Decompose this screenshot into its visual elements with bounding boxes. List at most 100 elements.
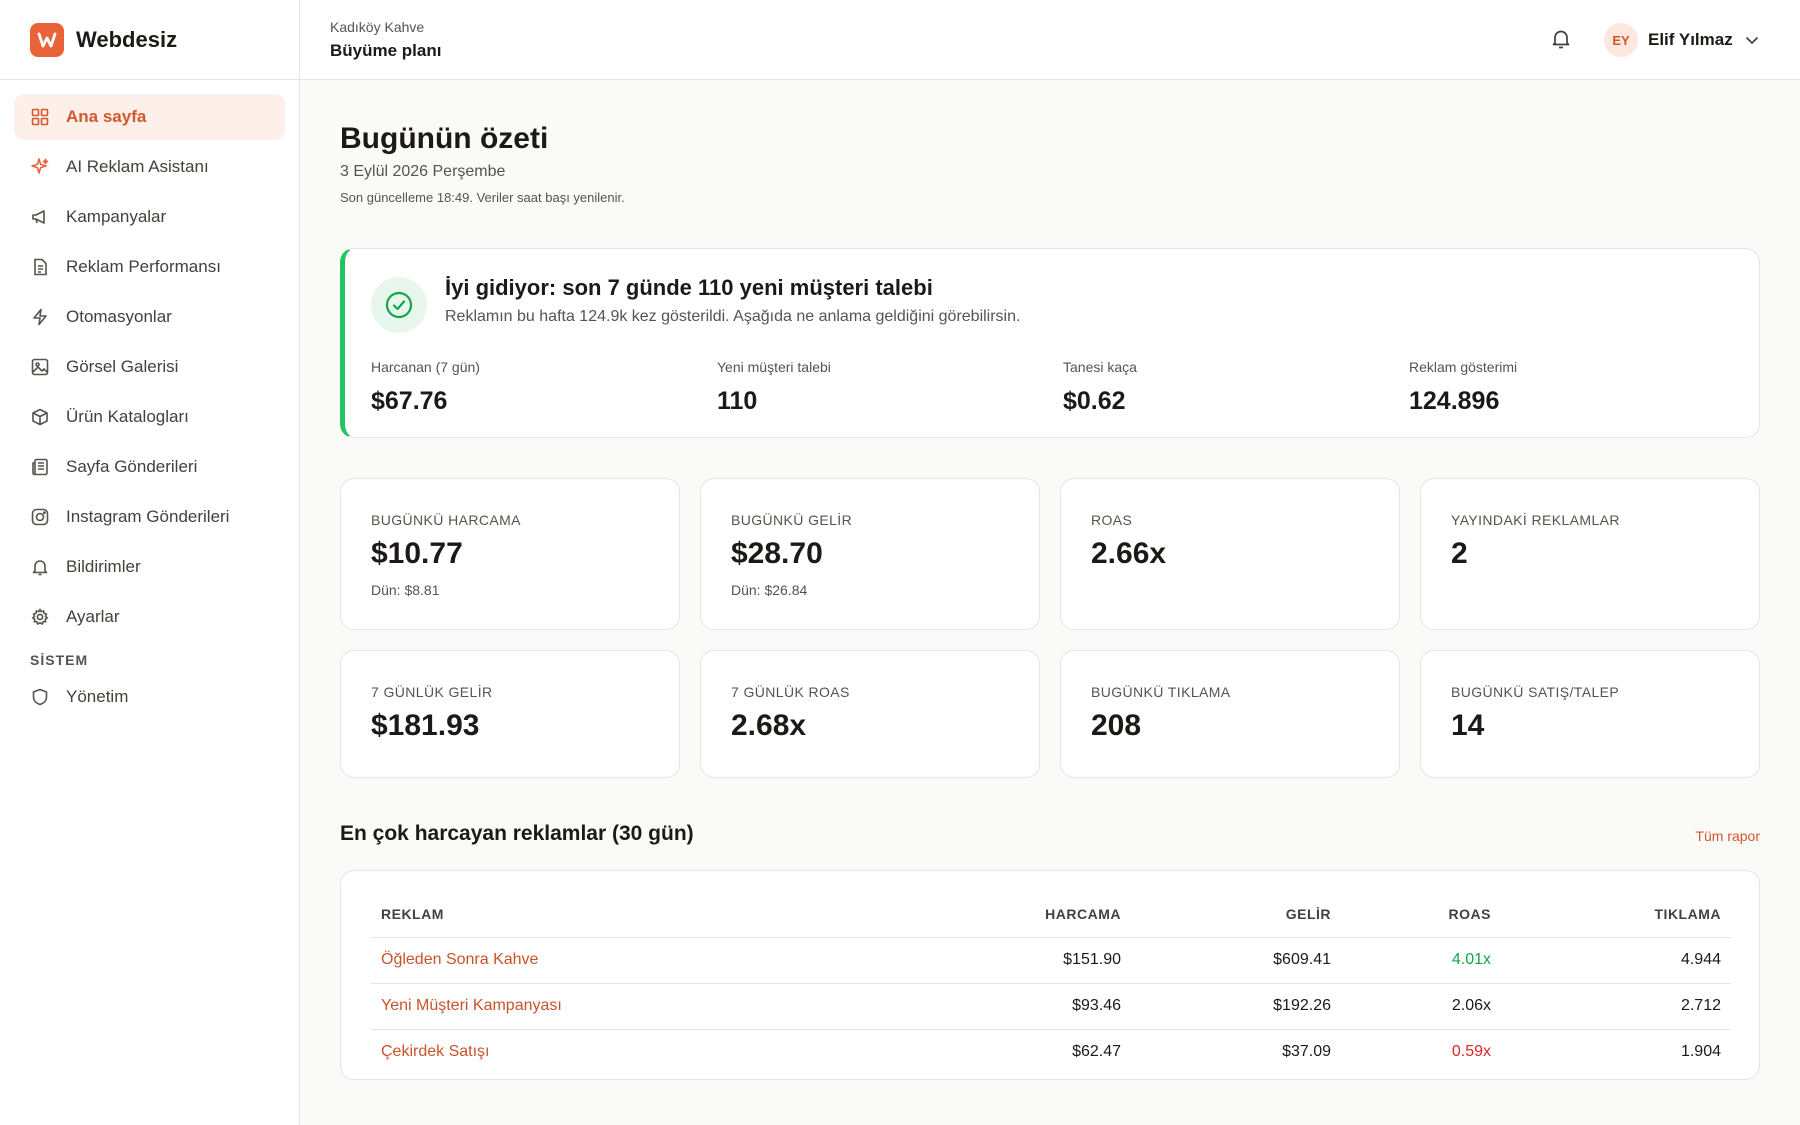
kpi-label: BUGÜNKÜ SATIŞ/TALEP — [1451, 684, 1620, 700]
sidebar-item-bildirimler[interactable]: Bildirimler — [14, 544, 285, 590]
sidebar-item-instagram-gonderileri[interactable]: Instagram Gönderileri — [14, 494, 285, 540]
hero-stat-value: $0.62 — [1063, 387, 1126, 415]
sidebar-item-label: Sayfa Gönderileri — [66, 457, 198, 476]
lightning-icon — [30, 307, 50, 327]
ad-revenue: $609.41 — [1131, 937, 1341, 984]
dashboard-grid-icon — [30, 107, 50, 127]
brand-logo-icon — [30, 22, 64, 57]
kpi-card-today-sales: BUGÜNKÜ SATIŞ/TALEP 14 — [1420, 650, 1760, 778]
avatar[interactable]: EY — [1604, 23, 1638, 57]
column-header-revenue[interactable]: GELİR — [1131, 891, 1341, 938]
sidebar-item-label: AI Reklam Asistanı — [66, 157, 209, 176]
sidebar-item-label: Ana sayfa — [66, 107, 147, 126]
ad-clicks: 4.944 — [1501, 937, 1731, 984]
box-icon — [30, 407, 50, 427]
sidebar-item-reklam-performansi[interactable]: Reklam Performansı — [14, 244, 285, 290]
sidebar-item-label: Bildirimler — [66, 557, 141, 576]
ad-spend: $93.46 — [931, 983, 1131, 1030]
hero-stat-label: Yeni müşteri talebi — [717, 359, 831, 375]
hero-stat-leads: Yeni müşteri talebi 110 — [717, 359, 831, 416]
ad-name-link[interactable]: Öğleden Sonra Kahve — [371, 937, 931, 984]
account-name[interactable]: Kadıköy Kahve — [330, 19, 425, 35]
topbar: Kadıköy Kahve Büyüme planı EY Elif Yılma… — [300, 0, 1800, 80]
page-title: Bugünün özeti — [340, 122, 549, 155]
table-row[interactable]: Yeni Müşteri Kampanyası $93.46 $192.26 2… — [371, 983, 1731, 1030]
sidebar-item-urun-kataloglari[interactable]: Ürün Katalogları — [14, 394, 285, 440]
sidebar-item-label: Otomasyonlar — [66, 307, 172, 326]
sidebar-nav: Ana sayfa AI Reklam Asistanı Kampanyalar… — [0, 80, 299, 720]
hero-title: İyi gidiyor: son 7 günde 110 yeni müşter… — [445, 275, 933, 300]
kpi-value: 208 — [1091, 709, 1142, 742]
column-header-clicks[interactable]: TIKLAMA — [1501, 891, 1731, 938]
shield-icon — [30, 687, 50, 707]
ad-name-link[interactable]: Yeni Müşteri Kampanyası — [371, 983, 931, 1030]
sidebar-item-ai-reklam-asistani[interactable]: AI Reklam Asistanı — [14, 144, 285, 190]
ad-roas: 2.06x — [1341, 983, 1501, 1030]
kpi-label: BUGÜNKÜ HARCAMA — [371, 512, 521, 528]
brand[interactable]: Webdesiz — [0, 0, 299, 80]
kpi-value: $10.77 — [371, 537, 463, 570]
user-name[interactable]: Elif Yılmaz — [1648, 30, 1733, 49]
image-icon — [30, 357, 50, 377]
status-highlight-card: İyi gidiyor: son 7 günde 110 yeni müşter… — [340, 248, 1760, 438]
sidebar-section-label: SİSTEM — [30, 652, 89, 668]
sidebar-item-label: Kampanyalar — [66, 207, 167, 226]
hero-stat-label: Tanesi kaça — [1063, 359, 1137, 375]
kpi-card-today-revenue: BUGÜNKÜ GELİR $28.70 Dün: $26.84 — [700, 478, 1040, 630]
kpi-sub: Dün: $8.81 — [371, 582, 440, 598]
notifications-bell-icon[interactable] — [1550, 28, 1572, 55]
sidebar-item-otomasyonlar[interactable]: Otomasyonlar — [14, 294, 285, 340]
kpi-card-today-clicks: BUGÜNKÜ TIKLAMA 208 — [1060, 650, 1400, 778]
instagram-icon — [30, 507, 50, 527]
last-updated-note: Son güncelleme 18:49. Veriler saat başı … — [340, 190, 625, 205]
ad-name-link[interactable]: Çekirdek Satışı — [381, 1043, 490, 1061]
hero-stat-impressions: Reklam gösterimi 124.896 — [1409, 359, 1517, 416]
kpi-card-7d-roas: 7 GÜNLÜK ROAS 2.68x — [700, 650, 1040, 778]
page-date: 3 Eylül 2026 Perşembe — [340, 163, 506, 180]
check-circle-icon — [371, 277, 427, 333]
sidebar-item-label: Reklam Performansı — [66, 257, 221, 276]
sidebar-item-gorsel-galerisi[interactable]: Görsel Galerisi — [14, 344, 285, 390]
column-header-ad[interactable]: REKLAM — [371, 891, 931, 938]
sidebar-item-kampanyalar[interactable]: Kampanyalar — [14, 194, 285, 240]
column-header-roas[interactable]: ROAS — [1341, 891, 1501, 938]
sidebar-item-yonetim[interactable]: Yönetim — [14, 674, 285, 720]
sidebar-item-sayfa-gonderileri[interactable]: Sayfa Gönderileri — [14, 444, 285, 490]
ad-roas: 0.59x — [1451, 1043, 1491, 1061]
ad-clicks: 2.712 — [1501, 983, 1731, 1030]
ad-spend: $151.90 — [931, 937, 1131, 984]
kpi-value: 2.68x — [731, 709, 807, 742]
table-row[interactable]: Çekirdek Satışı $62.47 $37.09 0.59x 1.90… — [371, 1029, 1731, 1075]
chevron-down-icon[interactable] — [1744, 32, 1760, 53]
kpi-label: BUGÜNKÜ GELİR — [731, 512, 853, 528]
sidebar-item-ayarlar[interactable]: Ayarlar — [14, 594, 285, 640]
document-icon — [30, 257, 50, 277]
newspaper-icon — [30, 457, 50, 477]
hero-stat-spend: Harcanan (7 gün) $67.76 — [371, 359, 480, 416]
kpi-sub: Dün: $26.84 — [731, 582, 808, 598]
hero-stat-value: 124.896 — [1409, 387, 1500, 415]
top-ads-title: En çok harcayan reklamlar (30 gün) — [340, 822, 694, 845]
hero-stat-label: Harcanan (7 gün) — [371, 359, 480, 375]
gear-icon — [30, 607, 50, 627]
ad-revenue: $37.09 — [1282, 1043, 1331, 1061]
kpi-card-7d-revenue: 7 GÜNLÜK GELİR $181.93 — [340, 650, 680, 778]
kpi-value: 14 — [1451, 709, 1485, 742]
hero-stat-cost-per-lead: Tanesi kaça $0.62 — [1063, 359, 1137, 416]
ad-roas: 4.01x — [1341, 937, 1501, 984]
megaphone-icon — [30, 207, 50, 227]
bell-icon — [30, 557, 50, 577]
column-header-spend[interactable]: HARCAMA — [931, 891, 1131, 938]
top-ads-table-card: REKLAM HARCAMA GELİR ROAS TIKLAMA Öğlede… — [340, 870, 1760, 1080]
full-report-link[interactable]: Tüm rapor — [1695, 828, 1760, 844]
plan-name: Büyüme planı — [330, 41, 442, 60]
top-ads-table: REKLAM HARCAMA GELİR ROAS TIKLAMA Öğlede… — [371, 891, 1731, 1075]
sidebar-item-ana-sayfa[interactable]: Ana sayfa — [14, 94, 285, 140]
hero-subtitle: Reklamın bu hafta 124.9k kez gösterildi.… — [445, 308, 1021, 325]
table-header-row: REKLAM HARCAMA GELİR ROAS TIKLAMA — [371, 891, 1731, 938]
kpi-card-today-spend: BUGÜNKÜ HARCAMA $10.77 Dün: $8.81 — [340, 478, 680, 630]
kpi-label: ROAS — [1091, 512, 1133, 528]
kpi-card-live-ads: YAYINDAKİ REKLAMLAR 2 — [1420, 478, 1760, 630]
table-row[interactable]: Öğleden Sonra Kahve $151.90 $609.41 4.01… — [371, 937, 1731, 984]
sidebar-item-label: Ürün Katalogları — [66, 407, 189, 426]
